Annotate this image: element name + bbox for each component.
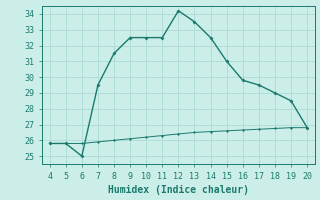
X-axis label: Humidex (Indice chaleur): Humidex (Indice chaleur) xyxy=(108,185,249,195)
